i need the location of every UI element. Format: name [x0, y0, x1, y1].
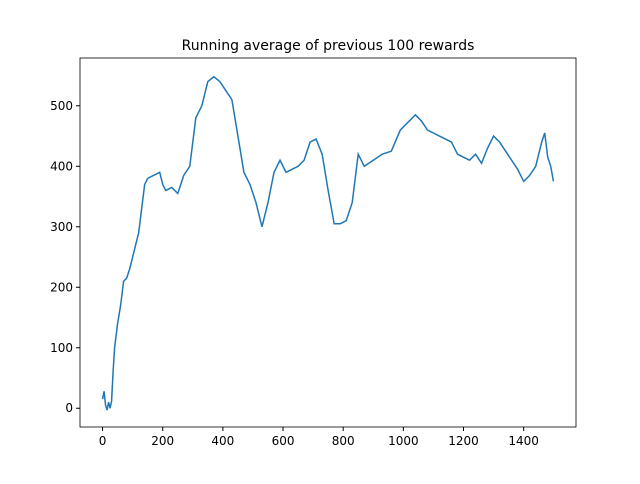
y-tick-label: 200: [50, 280, 73, 294]
plot-frame: [79, 57, 577, 428]
x-tick-label: 1400: [508, 434, 539, 448]
x-tick-label: 200: [151, 434, 174, 448]
y-tick-label: 500: [50, 99, 73, 113]
x-tick-label: 0: [99, 434, 107, 448]
y-tick-label: 100: [50, 341, 73, 355]
x-tick-label: 1000: [388, 434, 419, 448]
y-tick-label: 400: [50, 159, 73, 173]
x-tick-label: 800: [332, 434, 355, 448]
chart-title: Running average of previous 100 rewards: [182, 38, 475, 54]
x-tick-label: 1200: [448, 434, 479, 448]
line: [101, 75, 555, 411]
x-tick-label: 600: [272, 434, 295, 448]
y-tick-label: 300: [50, 220, 73, 234]
x-tick-label: 400: [211, 434, 234, 448]
y-tick-label: 0: [65, 401, 73, 415]
